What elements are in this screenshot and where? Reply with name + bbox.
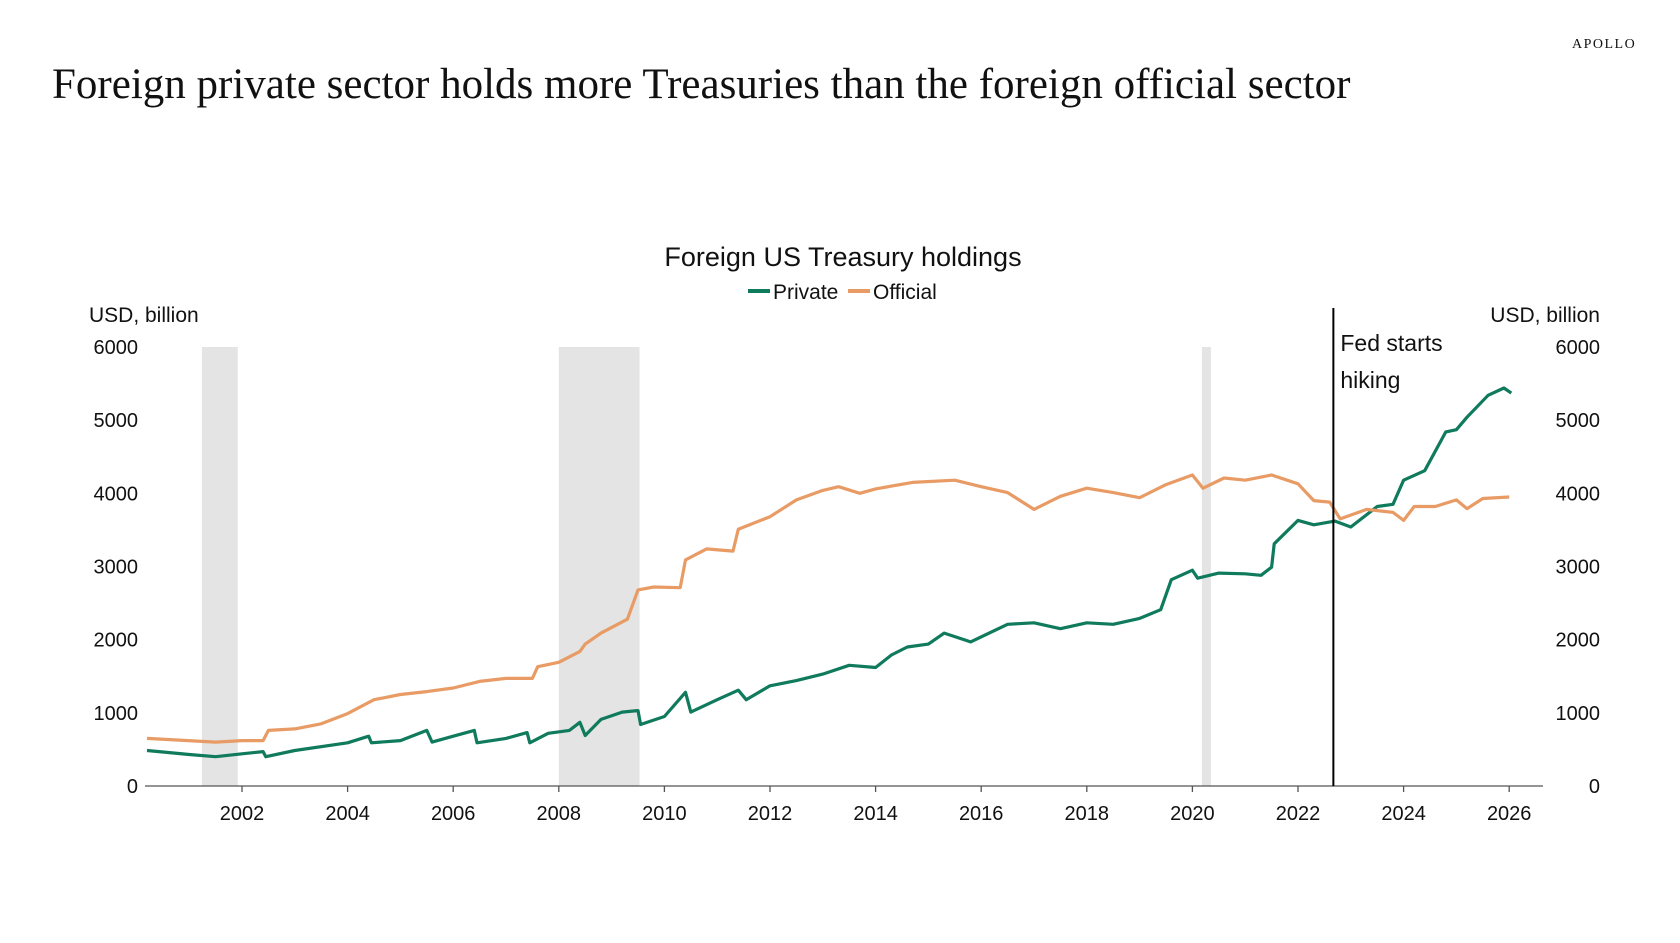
y-axis-label-left: USD, billion bbox=[89, 304, 199, 327]
y-tick-label-right: 1000 bbox=[1556, 703, 1601, 725]
recession-shading bbox=[201, 347, 1211, 786]
annotation-fed-starts: Fed starts bbox=[1340, 330, 1442, 356]
legend-swatch-private bbox=[748, 289, 770, 293]
legend-label-official: Official bbox=[873, 281, 937, 304]
y-tick-label-left: 6000 bbox=[94, 337, 139, 359]
y-tick-label-left: 4000 bbox=[94, 483, 139, 505]
x-tick-label: 2002 bbox=[220, 803, 265, 825]
y-tick-label-right: 4000 bbox=[1556, 483, 1601, 505]
y-tick-label-right: 3000 bbox=[1556, 557, 1601, 579]
x-tick-label: 2010 bbox=[642, 803, 687, 825]
x-tick-label: 2014 bbox=[853, 803, 898, 825]
y-tick-label-left: 1000 bbox=[94, 703, 139, 725]
x-tick-label: 2004 bbox=[325, 803, 370, 825]
x-tick-label: 2006 bbox=[431, 803, 476, 825]
y-tick-label-left: 5000 bbox=[94, 410, 139, 432]
annotation-hiking: hiking bbox=[1340, 367, 1400, 393]
x-tick-label: 2020 bbox=[1170, 803, 1215, 825]
brand-logo: APOLLO bbox=[1572, 37, 1637, 52]
y-tick-label-right: 2000 bbox=[1556, 630, 1601, 652]
y-tick-label-left: 2000 bbox=[94, 630, 139, 652]
chart-title: Foreign US Treasury holdings bbox=[664, 242, 1021, 272]
y-tick-label-left: 3000 bbox=[94, 557, 139, 579]
page-title: Foreign private sector holds more Treasu… bbox=[52, 61, 1351, 108]
y-tick-label-right: 5000 bbox=[1556, 410, 1601, 432]
y-axis-label-right: USD, billion bbox=[1490, 304, 1600, 327]
y-tick-label-left: 0 bbox=[127, 776, 138, 798]
series-line-official bbox=[146, 473, 1510, 744]
x-tick-label: 2016 bbox=[959, 803, 1004, 825]
legend-label-private: Private bbox=[773, 281, 838, 304]
y-tick-label-right: 6000 bbox=[1556, 337, 1601, 359]
recession-band bbox=[201, 347, 238, 786]
recession-band bbox=[1201, 347, 1211, 786]
x-tick-label: 2026 bbox=[1487, 803, 1532, 825]
legend: Private Official bbox=[748, 281, 937, 304]
x-tick-label: 2008 bbox=[537, 803, 582, 825]
x-tick-label: 2018 bbox=[1065, 803, 1110, 825]
x-tick-label: 2024 bbox=[1381, 803, 1426, 825]
x-tick-label: 2012 bbox=[748, 803, 793, 825]
legend-swatch-official bbox=[848, 289, 870, 293]
x-tick-label: 2022 bbox=[1276, 803, 1321, 825]
series-line-private bbox=[146, 386, 1513, 759]
y-tick-label-right: 0 bbox=[1589, 776, 1600, 798]
